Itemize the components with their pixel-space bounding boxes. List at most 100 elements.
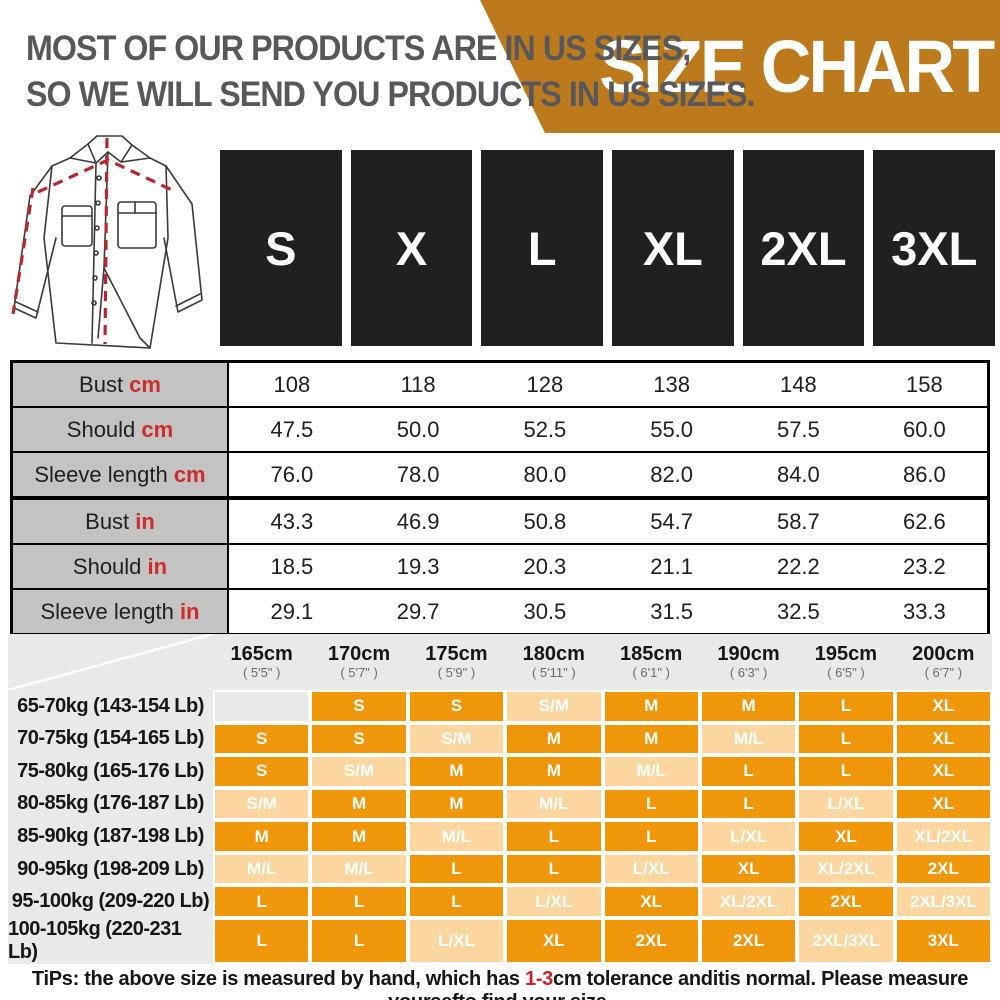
weight-label: 100-105kg (220-231 Lb) — [8, 918, 182, 963]
measure-value: 86.0 — [861, 451, 989, 498]
measure-row: Bust in 43.3 46.9 50.8 54.7 58.7 62.6 — [11, 498, 989, 544]
matrix-corner-diagonal — [8, 634, 213, 690]
tips-suffix: cm tolerance anditis normal. Please meas… — [388, 968, 969, 1000]
height-cm-label: 180cm — [522, 643, 585, 665]
height-header: 180cm( 5'11" ) — [505, 634, 602, 690]
unit-label: cm — [141, 416, 174, 442]
size-cell: 2XL — [797, 885, 895, 918]
tips-tolerance-highlight: 1-3 — [525, 968, 554, 990]
intro-line-1: MOST OF OUR PRODUCTS ARE IN US SIZES, — [26, 29, 691, 68]
measure-value: 18.5 — [228, 543, 355, 589]
height-cm-label: 195cm — [814, 643, 878, 665]
size-cell: S/M — [505, 690, 603, 723]
size-cell: XL — [894, 787, 992, 821]
measure-value: 29.1 — [228, 588, 355, 635]
intro-text: MOST OF OUR PRODUCTS ARE IN US SIZES, SO… — [26, 26, 756, 118]
size-cell: 2XL — [602, 918, 700, 964]
size-cell: XL — [894, 722, 992, 756]
measure-value: 50.8 — [523, 508, 567, 534]
size-cell: M — [310, 820, 408, 853]
size-cell: L — [602, 820, 700, 853]
size-box-x: X — [350, 150, 473, 346]
measure-row: Sleeve length cm 76.0 78.0 80.0 82.0 84.0 86.0 — [11, 451, 989, 498]
size-box-s: S — [220, 150, 342, 346]
measure-value: 21.1 — [608, 543, 735, 589]
size-cell: M — [505, 755, 603, 788]
size-cell: L — [310, 885, 408, 918]
size-cell-empty — [213, 690, 311, 723]
measure-label: Bust cm — [11, 361, 229, 407]
measurement-table-cm: Bust cm 108 118 128 138 148 158 Should cm 47.5 50… — [10, 360, 990, 499]
measure-value: 20.3 — [481, 543, 609, 589]
size-cell: M/L — [407, 820, 506, 853]
size-cell: L — [213, 885, 311, 918]
size-cell: XL/2XL — [797, 852, 895, 886]
size-cell: L — [505, 820, 603, 853]
measure-value: 78.0 — [354, 451, 482, 498]
measure-value: 32.5 — [735, 588, 862, 635]
measure-value: 50.0 — [354, 406, 482, 452]
tips-prefix: TiPs: the above size is measured by hand… — [31, 968, 525, 990]
size-cell: L/XL — [407, 918, 506, 964]
height-cm-label: 175cm — [425, 643, 488, 665]
size-cell: XL/2XL — [894, 820, 992, 853]
size-cell: L/XL — [797, 787, 895, 821]
measure-value: 52.5 — [481, 406, 609, 452]
height-header: 195cm( 6'5" ) — [797, 634, 894, 690]
weight-label: 90-95kg (198-209 Lb) — [17, 857, 204, 880]
size-cell: L — [407, 852, 506, 886]
size-cell: L — [310, 918, 408, 964]
measure-value: 19.3 — [354, 543, 482, 589]
measure-value: 62.6 — [902, 508, 946, 534]
size-cell: 3XL — [894, 918, 992, 964]
measure-value: 80.0 — [481, 451, 609, 498]
height-ft-label: ( 5'5" ) — [242, 665, 281, 680]
size-cell: M/L — [602, 755, 700, 788]
size-box-xl: XL — [612, 150, 734, 346]
measure-value: 30.5 — [481, 588, 609, 635]
measure-value: 118 — [400, 371, 436, 397]
fit-matrix: 165cm( 5'5" ) 170cm( 5'7" ) 175cm( 5'9" ) 1… — [8, 634, 992, 964]
measure-value: 47.5 — [228, 406, 355, 452]
height-cm-label: 170cm — [327, 643, 391, 665]
size-box-row: S X L XL 2XL 3XL — [220, 150, 996, 346]
intro-line-2: SO WE WILL SEND YOU PRODUCTS IN US SIZES… — [26, 75, 756, 115]
measure-value: 60.0 — [861, 406, 989, 452]
size-box-2xl: 2XL — [742, 150, 865, 346]
measure-value: 82.0 — [608, 451, 735, 498]
height-ft-label: ( 6'1" ) — [632, 665, 670, 680]
height-ft-label: ( 6'5" ) — [827, 665, 865, 680]
size-cell: S/M — [310, 755, 408, 788]
size-cell: XL — [699, 852, 798, 886]
height-ft-label: ( 6'3" ) — [729, 665, 768, 680]
size-cell: 2XL/3XL — [894, 885, 992, 918]
size-cell: L/XL — [602, 852, 700, 886]
measurement-table-in: Bust in 43.3 46.9 50.8 54.7 58.7 62.6 Should in… — [10, 497, 990, 636]
measure-label: Should in — [11, 543, 229, 589]
unit-label: in — [179, 598, 200, 624]
size-cell: XL — [602, 885, 700, 918]
height-ft-label: ( 5'11" ) — [531, 665, 576, 680]
size-cell: S — [310, 722, 408, 756]
measure-value: 33.3 — [861, 588, 989, 635]
length-measure-line — [103, 137, 109, 345]
size-cell: XL/2XL — [699, 885, 798, 918]
measure-value: 43.3 — [270, 508, 314, 534]
size-cell: S — [213, 755, 311, 788]
size-cell: XL — [797, 820, 895, 853]
size-cell: L — [505, 852, 603, 886]
size-cell: M — [407, 787, 506, 821]
height-header: 170cm( 5'7" ) — [310, 634, 407, 690]
weight-label: 70-75kg (154-165 Lb) — [17, 727, 204, 750]
shoulder-measure-line — [37, 158, 173, 194]
size-cell: L — [213, 918, 311, 964]
size-cell: M/L — [699, 722, 798, 756]
weight-label: 75-80kg (165-176 Lb) — [17, 759, 204, 782]
size-cell: L — [602, 787, 700, 821]
size-cell: S/M — [213, 787, 311, 821]
measure-label: Should cm — [11, 406, 229, 452]
height-cm-label: 165cm — [230, 643, 293, 665]
size-box-l: L — [481, 150, 604, 346]
measure-value: 23.2 — [861, 543, 989, 589]
size-cell: L/XL — [505, 885, 603, 918]
